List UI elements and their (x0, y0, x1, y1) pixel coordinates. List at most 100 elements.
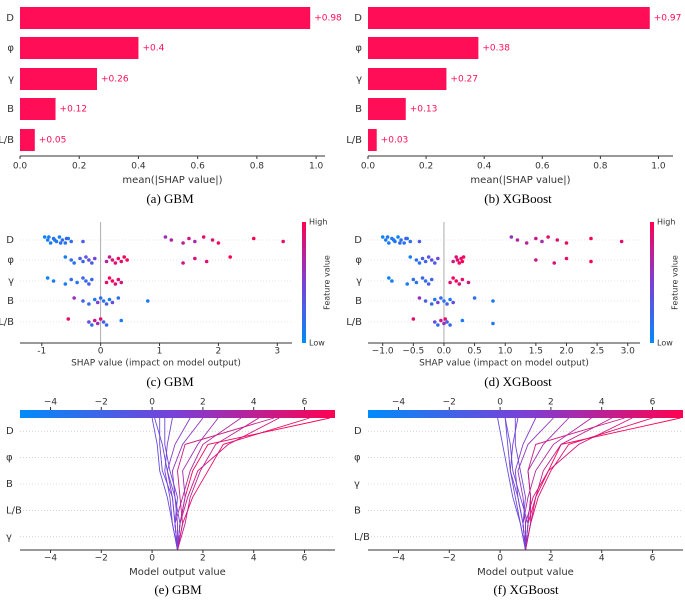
point (63, 282, 68, 286)
point (204, 259, 209, 264)
decision-line (497, 417, 526, 551)
point (113, 282, 118, 286)
caption: (d) XGBoost (484, 374, 552, 389)
point (57, 235, 62, 239)
point (491, 299, 495, 303)
point (101, 320, 106, 324)
x-tick-label: −0.5 (402, 347, 424, 357)
x-tick-label: 0 (497, 554, 503, 564)
point (119, 280, 124, 285)
point (515, 238, 520, 242)
x-tick-label: 0 (149, 554, 155, 564)
point (63, 255, 68, 259)
colorbar-low: Low (657, 339, 673, 348)
point (457, 282, 462, 286)
x-tick-label: 2.0 (559, 347, 574, 357)
decision-line (177, 417, 260, 551)
value-label: +0.38 (482, 44, 510, 54)
point (193, 256, 197, 261)
point (69, 258, 74, 262)
colorbar-high: High (657, 218, 675, 227)
point (423, 299, 428, 303)
point (116, 296, 121, 300)
point (92, 318, 97, 323)
point (420, 256, 425, 261)
point (457, 261, 462, 265)
point (426, 255, 431, 259)
point (110, 279, 115, 283)
point (81, 239, 85, 244)
point (87, 302, 91, 306)
category-label: B (6, 479, 13, 490)
bar (368, 37, 479, 59)
point (387, 241, 391, 245)
colorbar-low: Low (309, 339, 325, 348)
category-label: D (354, 426, 362, 437)
bar (368, 98, 406, 120)
decision-line (517, 417, 554, 550)
point (564, 256, 569, 261)
point (436, 300, 440, 305)
point (42, 235, 47, 239)
decision-line (514, 418, 526, 551)
point (414, 280, 419, 285)
point (534, 258, 538, 262)
point (84, 279, 88, 283)
point (429, 302, 434, 306)
value-label: +0.13 (410, 105, 438, 115)
x-tick-label: 0.4 (131, 162, 146, 172)
caption: (b) XGBoost (484, 191, 552, 206)
caption: (c) GBM (146, 374, 194, 389)
colorbar-high: High (309, 218, 327, 227)
x-axis-label: Model output value (129, 567, 226, 578)
x-tick-label: 6 (650, 398, 656, 408)
bar (20, 98, 56, 120)
point (404, 236, 408, 241)
x-tick-label: 0.2 (419, 162, 433, 172)
point (60, 238, 65, 242)
category-label: γ (8, 276, 14, 287)
x-tick-label: −4 (392, 554, 406, 564)
decision-line (525, 417, 613, 551)
colorbar (302, 222, 306, 343)
x-tick-label: 6 (302, 554, 308, 564)
point (90, 323, 94, 327)
panel: −4 −2 0 2 4 6 Dφ B L/B γ −4 −2 0 2 4 6 Model output valu… (6, 398, 335, 597)
category-label: L/B (0, 135, 14, 146)
decision-line (164, 418, 178, 551)
point (81, 259, 85, 264)
point (163, 235, 168, 239)
x-tick-label: 0.6 (191, 162, 206, 172)
x-tick-label: 0.2 (72, 162, 86, 172)
point (107, 297, 112, 302)
bar (20, 129, 35, 151)
x-tick-label: 0.6 (535, 162, 550, 172)
point (104, 280, 109, 285)
bar (368, 129, 377, 151)
category-label: D (354, 235, 362, 246)
value-label: +0.4 (142, 44, 164, 54)
category-label: D (6, 13, 14, 24)
category-label: B (354, 505, 361, 516)
point (589, 236, 593, 241)
point (534, 236, 538, 241)
bar (20, 37, 139, 59)
x-tick-label: 4 (251, 554, 257, 564)
point (399, 238, 403, 242)
value-label: +0.12 (60, 105, 88, 115)
point (448, 323, 452, 327)
point (423, 279, 428, 283)
x-tick-label: 1.0 (651, 162, 666, 172)
point (454, 279, 459, 283)
category-label: φ (7, 255, 14, 266)
point (417, 296, 422, 300)
category-label: φ (354, 453, 361, 464)
category-label: φ (355, 43, 362, 54)
x-tick-label: −2 (95, 554, 108, 564)
point (442, 299, 446, 303)
x-tick-label: −2 (443, 554, 456, 564)
point (439, 296, 443, 300)
caption: (e) GBM (154, 582, 202, 597)
point (95, 300, 100, 305)
x-tick-label: −1.0 (372, 347, 394, 357)
